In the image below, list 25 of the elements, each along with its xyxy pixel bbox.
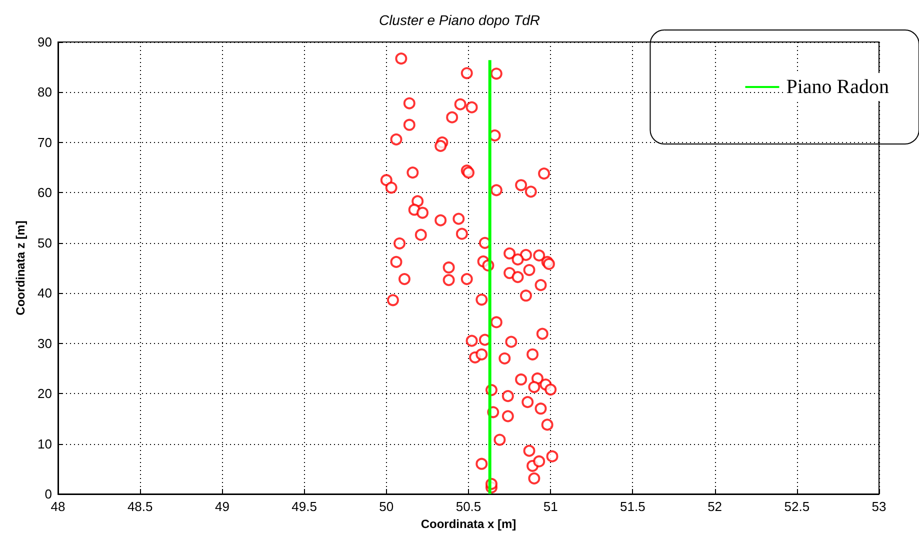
x-tick-label: 50 (379, 499, 394, 514)
x-tick-label: 50.5 (456, 499, 482, 514)
x-tick-label: 51 (543, 499, 558, 514)
y-tick-label: 60 (38, 185, 52, 200)
x-tick-label: 53 (872, 499, 886, 514)
y-tick-label: 80 (38, 84, 52, 100)
y-tick-label: 10 (38, 436, 52, 452)
legend-label: Piano Radon (786, 76, 890, 98)
x-tick-label: 48 (50, 499, 66, 514)
y-tick-label: 40 (38, 286, 52, 301)
x-tick-label: 52.5 (784, 499, 810, 514)
y-tick-label: 0 (44, 486, 52, 502)
x-tick-label: 51.5 (620, 499, 646, 514)
y-tick-label: 50 (38, 235, 52, 250)
y-axis-title: Coordinata z [m] (14, 220, 28, 316)
x-tick-label: 49.5 (292, 499, 317, 514)
y-tick-label: 90 (38, 34, 52, 50)
y-tick-label: 30 (38, 336, 52, 351)
x-axis-title: Coordinata x [m] (420, 516, 516, 531)
x-tick-label: 48.5 (127, 499, 153, 514)
x-tick-label: 52 (708, 499, 722, 514)
x-tick-label: 49 (214, 499, 230, 514)
y-tick-label: 70 (38, 134, 52, 150)
chart-title: Cluster e Piano dopo TdR (378, 12, 540, 28)
y-tick-label: 20 (38, 386, 52, 402)
